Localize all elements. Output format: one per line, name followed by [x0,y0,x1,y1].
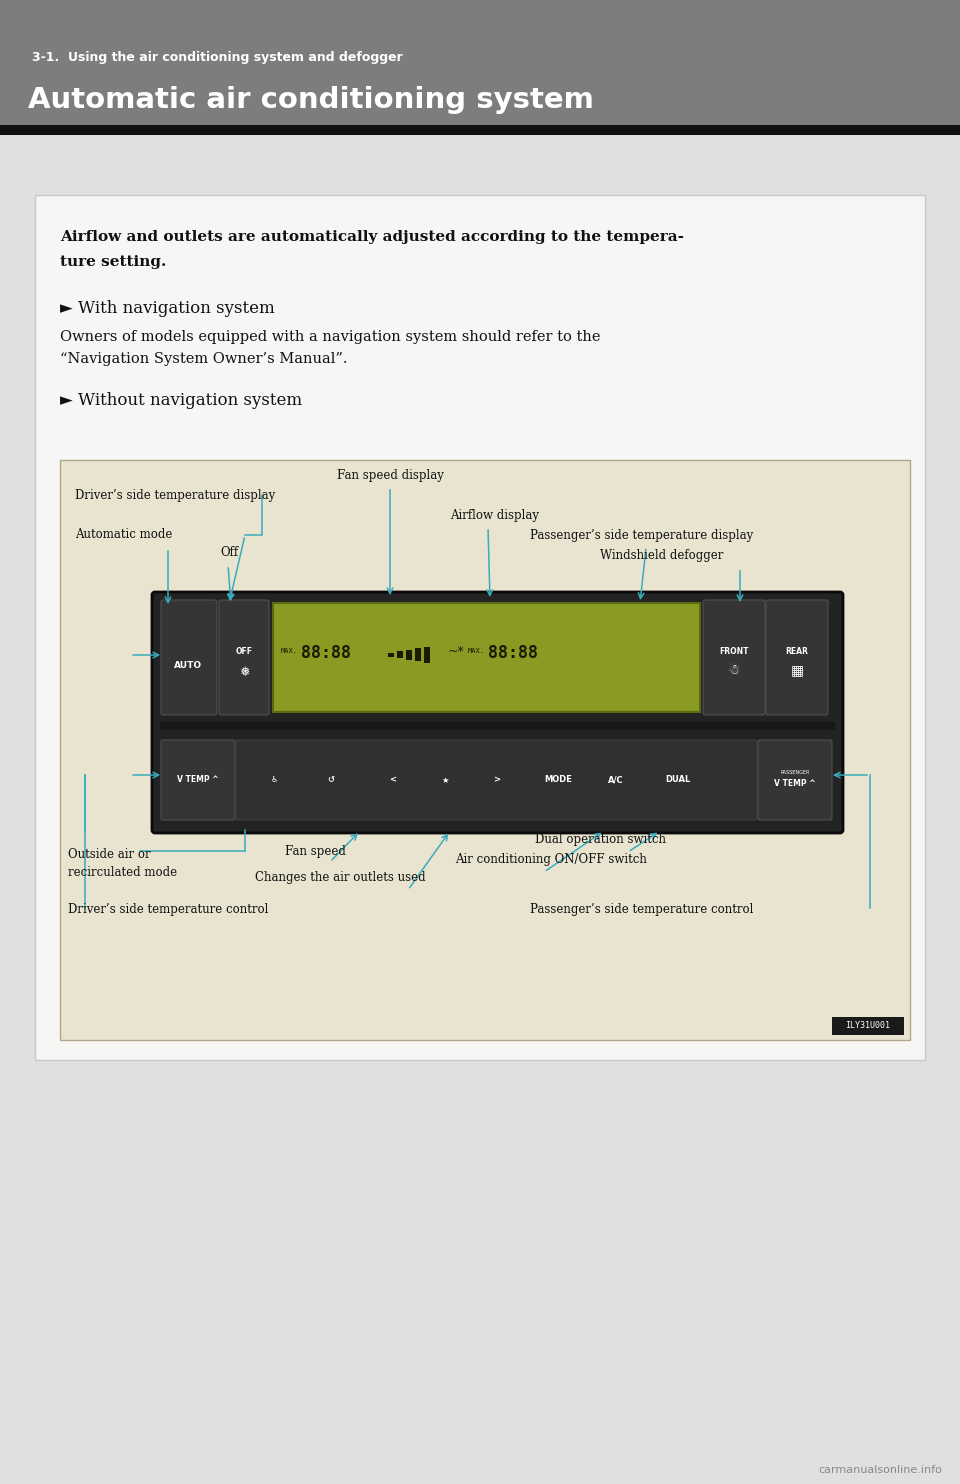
Bar [832,1017,904,1034]
Text: REAR: REAR [785,647,808,656]
Text: Passenger’s side temperature control: Passenger’s side temperature control [530,904,754,917]
Text: ► Without navigation system: ► Without navigation system [60,392,302,410]
Text: ~*: ~* [448,644,465,657]
Text: MODE: MODE [544,776,572,785]
FancyBboxPatch shape [703,600,765,715]
Text: Passenger’s side temperature display: Passenger’s side temperature display [530,528,754,542]
Text: Air conditioning ON/OFF switch: Air conditioning ON/OFF switch [455,853,647,867]
Text: recirculated mode: recirculated mode [68,865,178,879]
Text: ► With navigation system: ► With navigation system [60,300,275,318]
Text: V TEMP ^: V TEMP ^ [774,779,816,788]
Text: Dual operation switch: Dual operation switch [535,834,666,846]
Text: V TEMP ^: V TEMP ^ [178,776,219,785]
Bar [273,603,700,712]
Bar [0,0,960,125]
Text: “Navigation System Owner’s Manual”.: “Navigation System Owner’s Manual”. [60,352,348,367]
Text: Airflow and outlets are automatically adjusted according to the tempera-: Airflow and outlets are automatically ad… [60,230,684,243]
Text: MAX.: MAX. [468,649,485,654]
Text: 88:88: 88:88 [301,644,351,662]
Text: Changes the air outlets used: Changes the air outlets used [254,871,425,884]
FancyBboxPatch shape [219,600,269,715]
Text: 88:88: 88:88 [488,644,538,662]
Bar [415,649,421,660]
Bar [406,650,412,660]
Text: AUTO: AUTO [174,660,202,669]
Text: ▦: ▦ [790,663,804,677]
Text: Automatic mode: Automatic mode [75,528,173,542]
Text: ★: ★ [441,776,448,785]
Bar [424,647,430,663]
Text: DUAL: DUAL [665,776,690,785]
Text: MAX.: MAX. [281,649,298,654]
Text: Windshield defogger: Windshield defogger [600,549,724,561]
Text: Fan speed: Fan speed [284,846,346,859]
Bar [388,653,394,657]
Text: ☃: ☃ [728,663,740,677]
Text: ❅: ❅ [239,665,250,678]
Bar [397,651,403,657]
FancyBboxPatch shape [236,741,757,821]
Text: Owners of models equipped with a navigation system should refer to the: Owners of models equipped with a navigat… [60,329,601,344]
Text: Outside air or: Outside air or [68,849,151,862]
Text: Fan speed display: Fan speed display [337,469,444,481]
FancyBboxPatch shape [161,600,217,715]
Text: >: > [493,776,500,785]
FancyBboxPatch shape [161,741,235,821]
Text: PASSENGER: PASSENGER [780,770,809,775]
Text: carmanualsonline.info: carmanualsonline.info [818,1465,942,1475]
Bar [35,194,925,1060]
Text: Driver’s side temperature control: Driver’s side temperature control [68,904,269,917]
Text: Airflow display: Airflow display [450,509,539,521]
Bar [0,125,960,135]
Text: 3-1.  Using the air conditioning system and defogger: 3-1. Using the air conditioning system a… [32,52,403,64]
Bar [160,723,835,730]
Text: Driver’s side temperature display: Driver’s side temperature display [75,488,276,502]
Text: Off: Off [220,546,238,559]
Text: ↺: ↺ [327,776,334,785]
Text: Automatic air conditioning system: Automatic air conditioning system [28,86,594,114]
Text: A/C: A/C [608,776,623,785]
Text: OFF: OFF [235,647,252,656]
Text: ♿: ♿ [271,776,278,785]
Bar [60,460,910,1040]
Text: FRONT: FRONT [719,647,749,656]
FancyBboxPatch shape [758,741,832,821]
Text: ture setting.: ture setting. [60,255,166,269]
Text: ILY31U001: ILY31U001 [846,1021,891,1030]
Text: <: < [390,776,396,785]
FancyBboxPatch shape [766,600,828,715]
FancyBboxPatch shape [152,592,843,833]
